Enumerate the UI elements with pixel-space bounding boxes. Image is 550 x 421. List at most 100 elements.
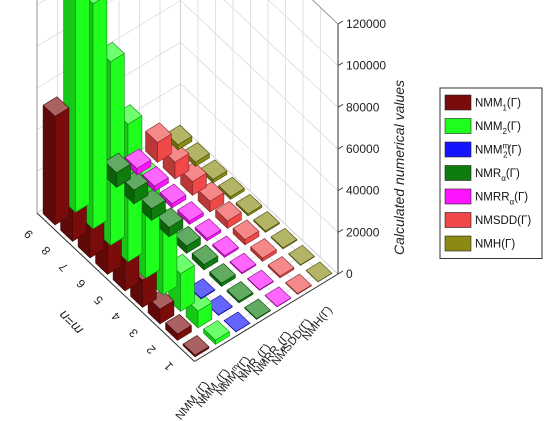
bar-front <box>209 192 225 213</box>
bar <box>212 235 239 258</box>
bar-front <box>110 53 125 246</box>
bar <box>264 286 292 308</box>
z-tick-mark <box>337 145 344 150</box>
bar <box>104 152 131 188</box>
x-tick-label: 5 <box>91 293 106 308</box>
bar-side <box>42 105 56 226</box>
bar <box>145 122 172 163</box>
bar-top <box>88 0 100 5</box>
grid-line <box>36 0 114 47</box>
grid-line <box>223 0 339 108</box>
bar-front <box>247 205 263 217</box>
bar <box>226 281 254 304</box>
bar-front <box>256 309 271 320</box>
bar-front <box>282 239 298 250</box>
grid-line <box>267 0 339 66</box>
x-axis-title: m=n <box>55 307 86 338</box>
legend-swatch <box>444 118 472 134</box>
z-tick-mark <box>337 103 344 108</box>
bar-front <box>300 256 315 266</box>
bar-front <box>192 173 207 196</box>
bar-front <box>174 153 190 180</box>
grid-line <box>180 83 339 233</box>
legend-swatch <box>444 235 472 252</box>
bar-front <box>75 0 90 213</box>
bar-front <box>197 302 213 329</box>
bar-front <box>177 325 192 341</box>
bar-front <box>177 136 193 151</box>
bar-front <box>180 265 195 312</box>
bar-front <box>154 177 169 192</box>
bar-front <box>221 274 236 287</box>
legend-entry: NMM1(Γ) <box>475 98 521 113</box>
bar-front <box>224 246 239 258</box>
bar <box>182 335 210 358</box>
x-tick-label: 9 <box>21 227 36 242</box>
bar <box>305 261 333 283</box>
bar-front <box>157 133 172 163</box>
bar-front <box>206 229 222 242</box>
bar <box>215 201 242 229</box>
bar-front <box>212 170 228 184</box>
bar <box>223 311 251 333</box>
x-tick-label: 6 <box>73 276 88 291</box>
z-tick-label: 20000 <box>346 225 380 239</box>
legend-swatch <box>444 212 472 228</box>
legend-entry: NMRRα(Γ) <box>475 192 528 207</box>
bar <box>232 219 260 246</box>
bar-front <box>218 306 233 316</box>
bar <box>191 244 219 271</box>
bar-front <box>297 284 312 295</box>
bar <box>177 201 204 225</box>
bar-front <box>186 237 201 254</box>
bar <box>270 228 298 250</box>
bar <box>288 244 315 266</box>
bar-front <box>92 0 108 230</box>
z-tick-label: 40000 <box>346 184 380 198</box>
bar <box>285 273 312 295</box>
bar-front <box>262 249 277 262</box>
bar-front <box>136 159 152 176</box>
legend-swatch <box>444 165 472 181</box>
bar-front <box>200 289 216 300</box>
bar <box>194 218 222 242</box>
z-tick-mark <box>337 228 344 233</box>
legend-swatch <box>444 188 472 205</box>
bar-front <box>159 300 175 325</box>
z-tick-label: 100000 <box>346 59 386 73</box>
bar-front <box>238 292 254 304</box>
bar <box>165 314 192 341</box>
legend-swatch <box>444 94 472 111</box>
axis-line-x <box>36 212 195 362</box>
legend-entry: NMRα(Γ) <box>475 168 520 183</box>
bar-front <box>265 222 280 233</box>
bar-front <box>203 255 219 271</box>
legend: NMM1(Γ) NMM2(Γ) NMMm 2(Γ) NMRα(Γ) NMRRα(Γ) NMS… <box>439 87 543 259</box>
bar <box>235 194 263 217</box>
x-tick-label: 8 <box>38 243 53 258</box>
z-tick-labels: 0 20000 40000 60000 80000 100000 120000 <box>337 17 386 281</box>
bar-front <box>116 164 131 188</box>
bar-front <box>195 153 210 167</box>
bar-front <box>259 280 274 291</box>
bar-front <box>194 346 210 358</box>
legend-entry: NMSDD(Γ) <box>475 215 531 227</box>
bar <box>142 166 169 192</box>
bar <box>250 238 277 262</box>
bar-front <box>151 200 166 221</box>
bar-front <box>276 297 292 308</box>
bar-front <box>133 181 149 205</box>
bar <box>247 269 274 291</box>
bar-front <box>54 107 70 226</box>
bar-front <box>317 272 333 283</box>
legend-swatch <box>444 141 472 158</box>
bar <box>244 298 271 320</box>
x-tick-label: 1 <box>161 359 176 374</box>
legend-entry: NMM2(Γ) <box>475 121 521 136</box>
z-tick-label: 120000 <box>346 17 386 31</box>
bar-front <box>244 230 260 246</box>
bar-front <box>171 194 187 209</box>
grid-line <box>180 0 339 150</box>
z-axis-title: Calculated numerical values <box>391 80 407 255</box>
